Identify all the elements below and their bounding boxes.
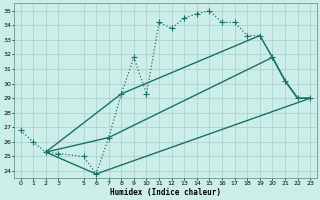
X-axis label: Humidex (Indice chaleur): Humidex (Indice chaleur) (110, 188, 221, 197)
